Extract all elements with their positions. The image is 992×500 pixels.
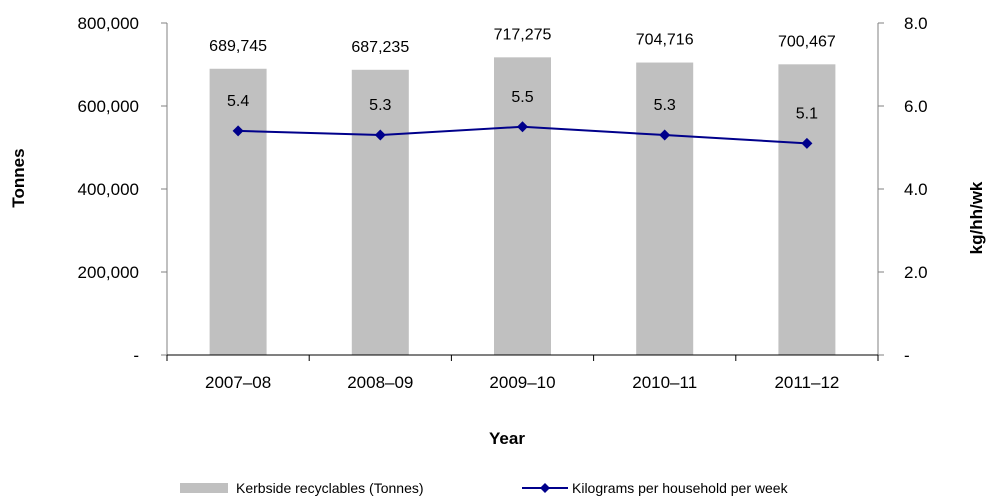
line-data-label: 5.4 <box>227 93 249 110</box>
y-left-tick-label: 600,000 <box>78 97 139 116</box>
y-right-tick-label: 8.0 <box>904 14 928 33</box>
x-tick-label: 2011–12 <box>774 373 839 392</box>
axes <box>161 22 884 361</box>
x-tick-label: 2009–10 <box>489 373 555 392</box>
tick-labels: - 200,000 400,000 600,000 800,000 - 2.0 4.0 6.0 8… <box>78 14 928 392</box>
bar <box>778 64 836 355</box>
x-axis-title: Year <box>489 429 525 448</box>
bar-series <box>209 57 836 356</box>
y-right-tick-label: - <box>904 346 910 365</box>
bar-data-label: 700,467 <box>778 33 836 50</box>
y-left-tick-label: 800,000 <box>78 14 139 33</box>
bar-data-labels: 689,745 687,235 717,275 704,716 700,467 <box>209 26 836 55</box>
y-right-tick-label: 2.0 <box>904 263 928 282</box>
bar-data-label: 704,716 <box>636 32 694 49</box>
legend-label-line: Kilograms per household per week <box>572 480 789 496</box>
bar <box>351 69 409 355</box>
x-tick-label: 2010–11 <box>632 373 697 392</box>
line-data-label: 5.3 <box>654 97 676 114</box>
legend: Kerbside recyclables (Tonnes) Kilograms … <box>180 480 789 496</box>
bar <box>209 68 267 355</box>
bar-data-label: 687,235 <box>351 39 409 56</box>
line-point-marker <box>801 137 813 149</box>
y-left-tick-label: 400,000 <box>78 180 139 199</box>
line-data-labels: 5.4 5.3 5.5 5.3 5.1 <box>227 89 818 123</box>
x-tick-label: 2008–09 <box>347 373 413 392</box>
x-tick-label: 2007–08 <box>205 373 271 392</box>
line-point-marker <box>517 121 528 133</box>
line-point-marker <box>232 125 244 137</box>
bar <box>636 62 694 356</box>
legend-label-bars: Kerbside recyclables (Tonnes) <box>236 480 424 496</box>
bar-data-label: 689,745 <box>209 38 267 55</box>
line-data-label: 5.5 <box>511 89 533 106</box>
line-data-label: 5.3 <box>369 97 391 114</box>
y-right-tick-label: 4.0 <box>904 180 928 199</box>
legend-swatch-marker <box>540 483 550 493</box>
line-series <box>232 121 813 149</box>
line-data-label: 5.1 <box>796 105 818 122</box>
y-left-tick-label: 200,000 <box>78 263 139 282</box>
line-point-marker <box>659 129 671 141</box>
y-axis-left-title: Tonnes <box>9 148 28 207</box>
y-right-tick-label: 6.0 <box>904 97 928 116</box>
bar-data-label: 717,275 <box>494 26 552 43</box>
legend-swatch-bars <box>180 483 228 493</box>
line-point-marker <box>374 129 386 141</box>
y-left-tick-label: - <box>133 346 139 365</box>
y-axis-right-title: kg/hh/wk <box>967 181 986 254</box>
bar <box>494 57 551 356</box>
